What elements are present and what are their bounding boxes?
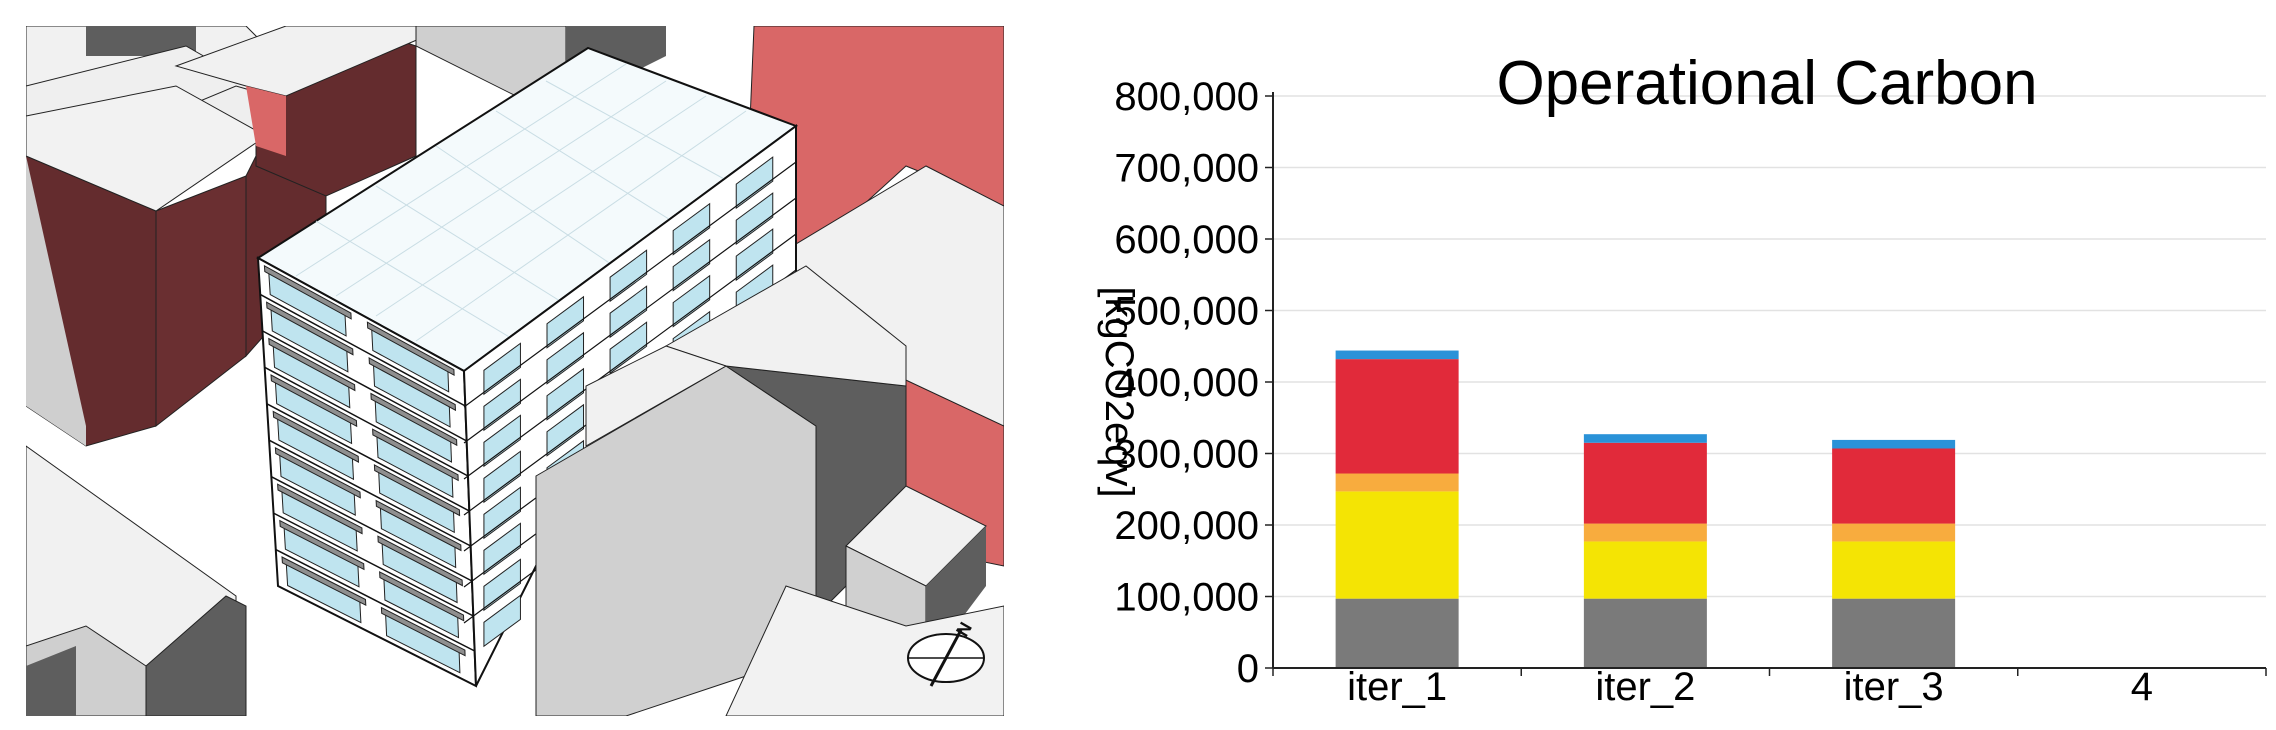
bar-segment-3 [1583, 523, 1707, 542]
window [483, 342, 521, 396]
chart-x-tick-labels: iter_1 iter_2 iter_3 4 [1272, 665, 2267, 709]
window-shade [379, 571, 465, 622]
window-shade [277, 483, 363, 535]
x-tick-label: iter_1 [1347, 665, 1447, 709]
bar-segment-5 [1583, 434, 1707, 443]
floor-line [257, 257, 465, 372]
chart-title: Operational Carbon [1496, 49, 2037, 118]
floor-line [463, 233, 797, 480]
building-3d-view: N [26, 26, 1004, 716]
window [672, 238, 711, 292]
y-tick-label: 200,000 [1114, 504, 1259, 548]
window-shade [373, 464, 461, 517]
window-shade [370, 392, 458, 447]
window-shade [266, 301, 354, 356]
x-tick-label: iter_3 [1844, 665, 1944, 709]
window [546, 295, 585, 349]
y-tick-label: 300,000 [1114, 433, 1259, 477]
window-shade [377, 535, 463, 587]
window [735, 228, 774, 282]
floor-line [266, 403, 470, 512]
floor-line [275, 548, 476, 652]
bar-segment-2 [1335, 491, 1459, 599]
x-tick-label: 4 [2131, 665, 2153, 709]
floor-line [259, 293, 466, 407]
bar-segment-2 [1832, 541, 1956, 599]
window [546, 367, 585, 421]
window-shade [279, 519, 365, 571]
bar-segment-5 [1832, 439, 1956, 449]
floor-line [262, 330, 468, 442]
floor-line [268, 439, 472, 547]
window [483, 378, 521, 432]
y-tick-label: 0 [1237, 647, 1259, 691]
window [609, 249, 648, 303]
floor-line [264, 366, 469, 477]
operational-carbon-chart: 0 100,000 200,000 300,000 400,000 500,000 600,… [1040, 0, 2276, 730]
floor-line [270, 476, 473, 582]
chart-bars [1335, 350, 1956, 668]
window [735, 156, 774, 210]
window [546, 403, 585, 457]
y-tick-label: 800,000 [1114, 75, 1259, 119]
window [672, 274, 711, 328]
window-shade [375, 499, 462, 552]
bar-segment-5 [1335, 350, 1459, 360]
bar-segment-3 [1832, 523, 1956, 542]
window [735, 192, 774, 246]
window-shade [372, 428, 459, 482]
bar-segment-3 [1335, 473, 1459, 492]
window-shade [272, 410, 360, 463]
window-shade [274, 446, 361, 499]
floor-line [463, 161, 797, 408]
floor-line [273, 512, 474, 617]
window-shade [263, 264, 352, 320]
window-shade [380, 606, 466, 657]
window [483, 414, 521, 468]
y-tick-label: 100,000 [1114, 576, 1259, 620]
window [483, 450, 521, 504]
massing-model-illustration: N [26, 26, 1004, 716]
window-shade [281, 556, 367, 607]
bar-segment-4 [1583, 442, 1707, 524]
window [483, 594, 521, 648]
y-axis-label: [kgCO2eqv] [1097, 286, 1141, 497]
bar-segment-4 [1832, 448, 1956, 524]
window [672, 202, 711, 256]
y-tick-label: 500,000 [1114, 290, 1259, 334]
bar-segment-4 [1335, 359, 1459, 474]
window-shade [366, 321, 455, 377]
floor-line [463, 125, 797, 372]
floor-line [463, 197, 797, 444]
bar-segment-2 [1583, 541, 1707, 599]
chart-canvas: 0 100,000 200,000 300,000 400,000 500,000 600,… [1097, 49, 2267, 709]
chart-y-tick-labels: 0 100,000 200,000 300,000 400,000 500,000 600,… [1114, 75, 1273, 691]
window [483, 486, 521, 540]
bar-segment-1 [1335, 598, 1459, 668]
window-shade [368, 357, 457, 412]
y-tick-label: 600,000 [1114, 218, 1259, 262]
window [609, 321, 648, 375]
window [483, 558, 521, 612]
window-shade [268, 337, 356, 392]
window [609, 285, 648, 339]
west-facade-floors [257, 257, 476, 674]
bar-segment-1 [1832, 598, 1956, 668]
window-shade [270, 374, 358, 428]
y-tick-label: 400,000 [1114, 361, 1259, 405]
window [483, 522, 521, 576]
x-tick-label: iter_2 [1595, 665, 1695, 709]
y-tick-label: 700,000 [1114, 147, 1259, 191]
window [546, 331, 585, 385]
bar-segment-1 [1583, 598, 1707, 668]
